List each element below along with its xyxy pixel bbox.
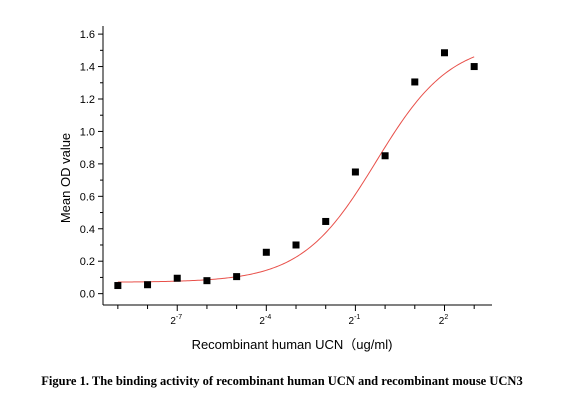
data-point <box>173 274 181 282</box>
data-point <box>411 78 419 86</box>
y-tick-label: 1.2 <box>80 94 95 106</box>
data-point <box>114 282 122 290</box>
data-points-layer <box>114 49 478 290</box>
y-tick-label: 0.4 <box>80 224 95 236</box>
data-point <box>381 152 389 160</box>
plot-frame <box>102 26 492 306</box>
y-axis: 0.0 0.2 0.4 0.6 0.8 1.0 1.2 1.4 1.6 <box>80 29 103 301</box>
y-axis-label: Mean OD value <box>58 133 73 223</box>
data-point <box>233 273 241 281</box>
y-tick-label: 0.2 <box>80 256 95 268</box>
x-axis-label: Recombinant human UCN（ug/ml) <box>192 337 393 352</box>
dose-response-chart: 0.00.20.40.60.81.01.21.41.6 2-7 2-4 2-1 22 … <box>58 26 492 352</box>
x-tick-label: 2-4 <box>259 314 271 327</box>
x-tick-label: 22 <box>439 314 449 327</box>
y-tick-label: 0.0 <box>80 289 95 301</box>
data-point <box>262 248 270 256</box>
y-tick-label: 1.6 <box>80 29 95 41</box>
x-tick-label: 2-7 <box>170 314 182 327</box>
y-tick-label: 0.8 <box>80 159 95 171</box>
data-point <box>203 277 211 285</box>
y-tick-label: 0.6 <box>80 191 95 203</box>
data-point <box>470 63 478 71</box>
y-tick-label: 1.0 <box>80 126 95 138</box>
data-point <box>292 241 300 249</box>
x-axis: 2-7 2-4 2-1 22 <box>117 305 475 327</box>
figure-caption: Figure 1. The binding activity of recomb… <box>41 374 523 388</box>
data-point <box>351 168 359 176</box>
data-point <box>322 217 330 225</box>
data-point <box>144 281 152 289</box>
x-tick-label: 2-1 <box>349 314 361 327</box>
data-point <box>440 49 448 57</box>
y-tick-label: 1.4 <box>80 62 95 74</box>
